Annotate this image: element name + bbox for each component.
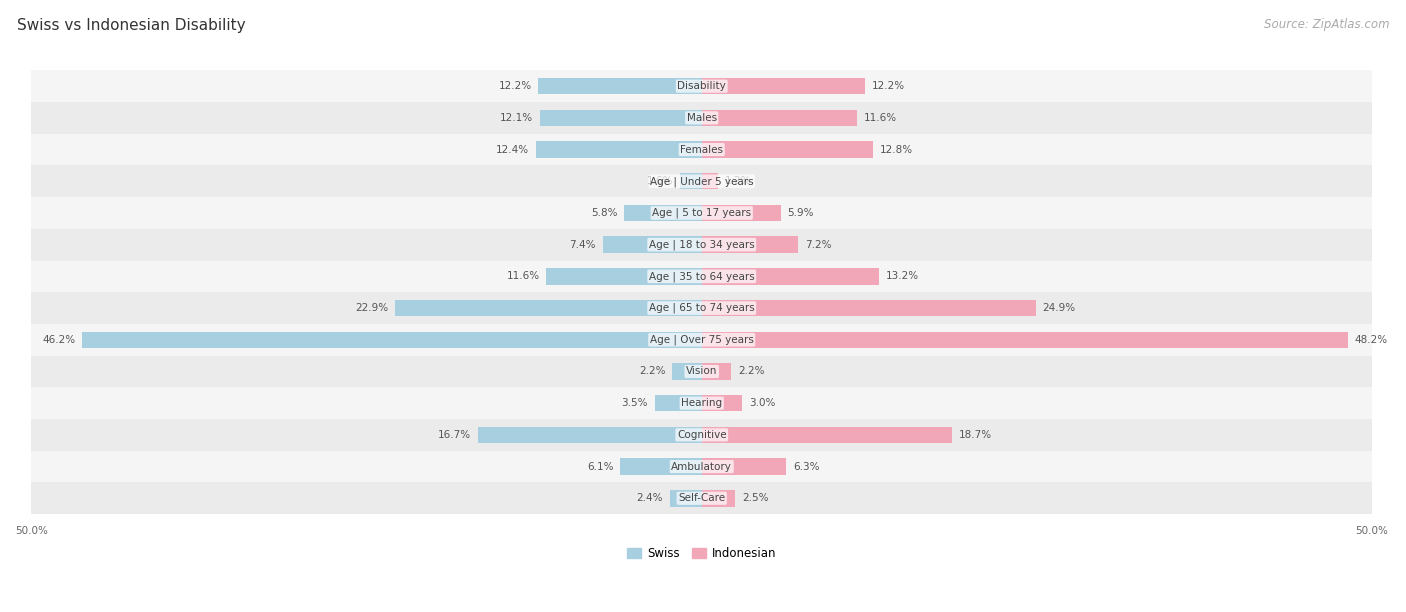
Text: 12.4%: 12.4% <box>496 144 529 155</box>
Bar <box>702 110 858 126</box>
Text: 13.2%: 13.2% <box>886 271 918 282</box>
Text: Vision: Vision <box>686 367 717 376</box>
Text: 46.2%: 46.2% <box>42 335 76 345</box>
Bar <box>540 110 702 126</box>
Bar <box>31 261 1372 292</box>
Bar <box>702 268 879 285</box>
Text: Ambulatory: Ambulatory <box>671 461 733 472</box>
Bar <box>702 300 1036 316</box>
Text: 2.2%: 2.2% <box>640 367 665 376</box>
Bar <box>672 364 702 379</box>
Bar <box>536 141 702 158</box>
Text: 12.2%: 12.2% <box>498 81 531 91</box>
Bar <box>702 236 799 253</box>
Text: Age | 65 to 74 years: Age | 65 to 74 years <box>648 303 755 313</box>
Bar <box>702 395 742 411</box>
Text: 1.2%: 1.2% <box>724 176 751 186</box>
Bar <box>702 332 1348 348</box>
Bar <box>31 165 1372 197</box>
Text: 7.4%: 7.4% <box>569 240 596 250</box>
Text: Age | Under 5 years: Age | Under 5 years <box>650 176 754 187</box>
Bar <box>31 133 1372 165</box>
Text: 3.0%: 3.0% <box>748 398 775 408</box>
Text: Males: Males <box>686 113 717 123</box>
Text: 24.9%: 24.9% <box>1042 303 1076 313</box>
Text: 1.6%: 1.6% <box>647 176 673 186</box>
Bar <box>702 364 731 379</box>
Bar <box>620 458 702 475</box>
Bar <box>702 141 873 158</box>
Legend: Swiss, Indonesian: Swiss, Indonesian <box>623 542 780 565</box>
Bar <box>31 419 1372 450</box>
Text: 3.5%: 3.5% <box>621 398 648 408</box>
Text: Self-Care: Self-Care <box>678 493 725 503</box>
Bar <box>702 427 952 443</box>
Text: Swiss vs Indonesian Disability: Swiss vs Indonesian Disability <box>17 18 246 34</box>
Text: Age | 5 to 17 years: Age | 5 to 17 years <box>652 207 751 218</box>
Bar <box>702 78 865 94</box>
Bar <box>478 427 702 443</box>
Text: 2.4%: 2.4% <box>637 493 662 503</box>
Text: 12.1%: 12.1% <box>499 113 533 123</box>
Text: 16.7%: 16.7% <box>439 430 471 440</box>
Bar <box>31 482 1372 514</box>
Text: 12.2%: 12.2% <box>872 81 905 91</box>
Bar <box>83 332 702 348</box>
Text: 48.2%: 48.2% <box>1354 335 1388 345</box>
Text: 18.7%: 18.7% <box>959 430 993 440</box>
Text: Age | Over 75 years: Age | Over 75 years <box>650 335 754 345</box>
Bar <box>31 229 1372 261</box>
Text: 11.6%: 11.6% <box>506 271 540 282</box>
Bar <box>702 205 780 221</box>
Bar <box>655 395 702 411</box>
Bar <box>538 78 702 94</box>
Text: 6.3%: 6.3% <box>793 461 820 472</box>
Bar <box>31 324 1372 356</box>
Text: Age | 18 to 34 years: Age | 18 to 34 years <box>648 239 755 250</box>
Text: 7.2%: 7.2% <box>806 240 831 250</box>
Text: 2.2%: 2.2% <box>738 367 765 376</box>
Text: 12.8%: 12.8% <box>880 144 912 155</box>
Text: Hearing: Hearing <box>681 398 723 408</box>
Text: 6.1%: 6.1% <box>586 461 613 472</box>
Bar <box>31 102 1372 133</box>
Text: Source: ZipAtlas.com: Source: ZipAtlas.com <box>1264 18 1389 31</box>
Bar <box>31 356 1372 387</box>
Text: Females: Females <box>681 144 723 155</box>
Bar <box>546 268 702 285</box>
Text: Cognitive: Cognitive <box>676 430 727 440</box>
Text: 11.6%: 11.6% <box>863 113 897 123</box>
Text: Disability: Disability <box>678 81 725 91</box>
Text: 22.9%: 22.9% <box>354 303 388 313</box>
Bar <box>603 236 702 253</box>
Bar <box>31 197 1372 229</box>
Bar <box>624 205 702 221</box>
Text: 2.5%: 2.5% <box>742 493 769 503</box>
Text: 5.9%: 5.9% <box>787 208 814 218</box>
Bar <box>702 490 735 507</box>
Bar <box>31 292 1372 324</box>
Bar <box>31 70 1372 102</box>
Bar <box>31 387 1372 419</box>
Bar <box>669 490 702 507</box>
Bar <box>702 173 718 190</box>
Text: Age | 35 to 64 years: Age | 35 to 64 years <box>648 271 755 282</box>
Bar <box>681 173 702 190</box>
Bar <box>702 458 786 475</box>
Bar <box>31 450 1372 482</box>
Bar <box>395 300 702 316</box>
Text: 5.8%: 5.8% <box>591 208 617 218</box>
